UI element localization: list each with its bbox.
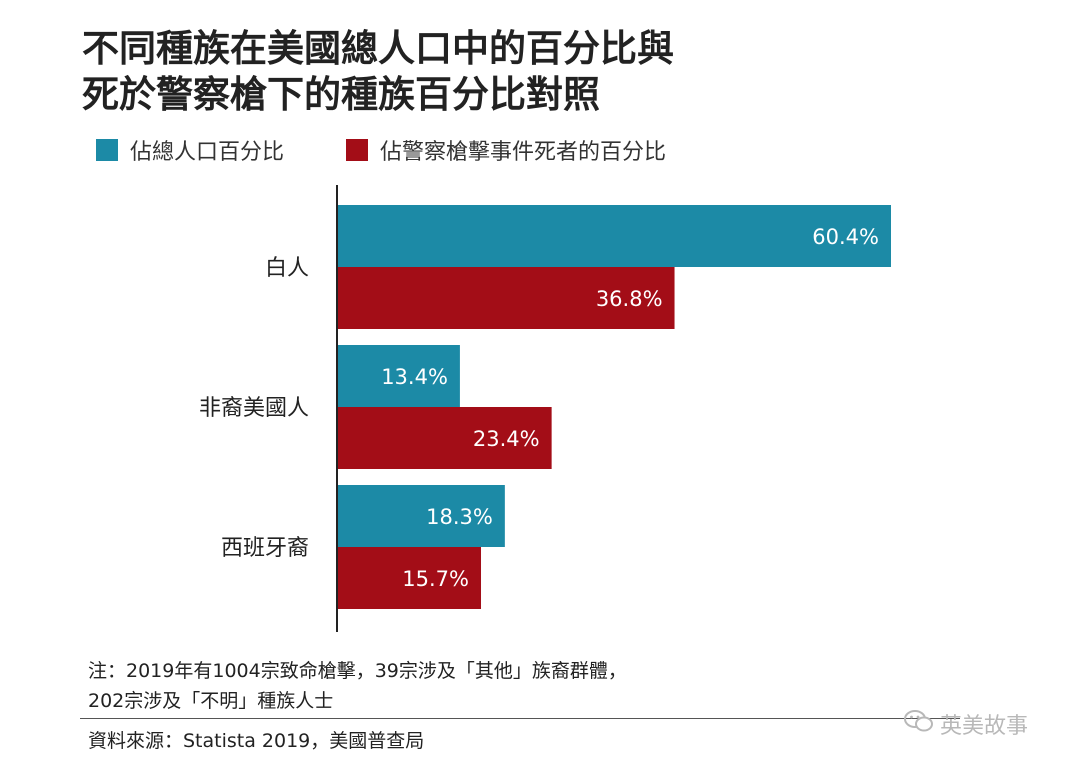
category-label-0: 白人 <box>265 256 309 281</box>
note-line-2: 202宗涉及「不明」種族人士 <box>88 690 334 712</box>
legend-item-population: 佔總人口百分比 <box>96 134 284 166</box>
wechat-icon <box>904 709 934 739</box>
category-label-2: 西班牙裔 <box>221 536 309 561</box>
bar-deaths-1 <box>337 407 552 469</box>
source-text: 資料來源：Statista 2019，美國普查局 <box>88 730 425 752</box>
category-label-1: 非裔美國人 <box>199 396 309 421</box>
legend-swatch-population <box>96 139 118 161</box>
note-line-1: 注：2019年有1004宗致命槍擊，39宗涉及「其他」族裔群體， <box>88 660 627 682</box>
legend-label-deaths: 佔警察槍擊事件死者的百分比 <box>380 140 667 165</box>
bar-label-population-0: 60.4% <box>812 225 879 249</box>
chart-title: 不同種族在美國總人口中的百分比與 死於警察槍下的種族百分比對照 <box>82 26 982 118</box>
bar-label-population-2: 18.3% <box>426 505 493 529</box>
legend-swatch-deaths <box>346 139 369 161</box>
bar-population-2 <box>337 485 505 547</box>
legend: 佔總人口百分比 佔警察槍擊事件死者的百分比 <box>96 134 666 166</box>
bar-label-deaths-2: 15.7% <box>402 567 469 591</box>
bar-deaths-0 <box>337 267 675 329</box>
legend-item-deaths: 佔警察槍擊事件死者的百分比 <box>346 134 666 166</box>
title-line-1: 不同種族在美國總人口中的百分比與 <box>82 27 674 70</box>
title-line-2: 死於警察槍下的種族百分比對照 <box>82 73 600 116</box>
bar-label-population-1: 13.4% <box>381 365 448 389</box>
source-divider <box>80 718 960 719</box>
watermark: 英美故事 <box>904 708 1028 740</box>
legend-label-population: 佔總人口百分比 <box>130 140 285 165</box>
bar-population-1 <box>337 345 460 407</box>
chart-note: 注：2019年有1004宗致命槍擊，39宗涉及「其他」族裔群體， 202宗涉及「… <box>88 656 888 716</box>
bar-label-deaths-0: 36.8% <box>596 287 663 311</box>
bar-population-0 <box>337 205 891 267</box>
bar-label-deaths-1: 23.4% <box>473 427 540 451</box>
bar-deaths-2 <box>337 547 482 609</box>
watermark-text: 英美故事 <box>940 714 1029 739</box>
